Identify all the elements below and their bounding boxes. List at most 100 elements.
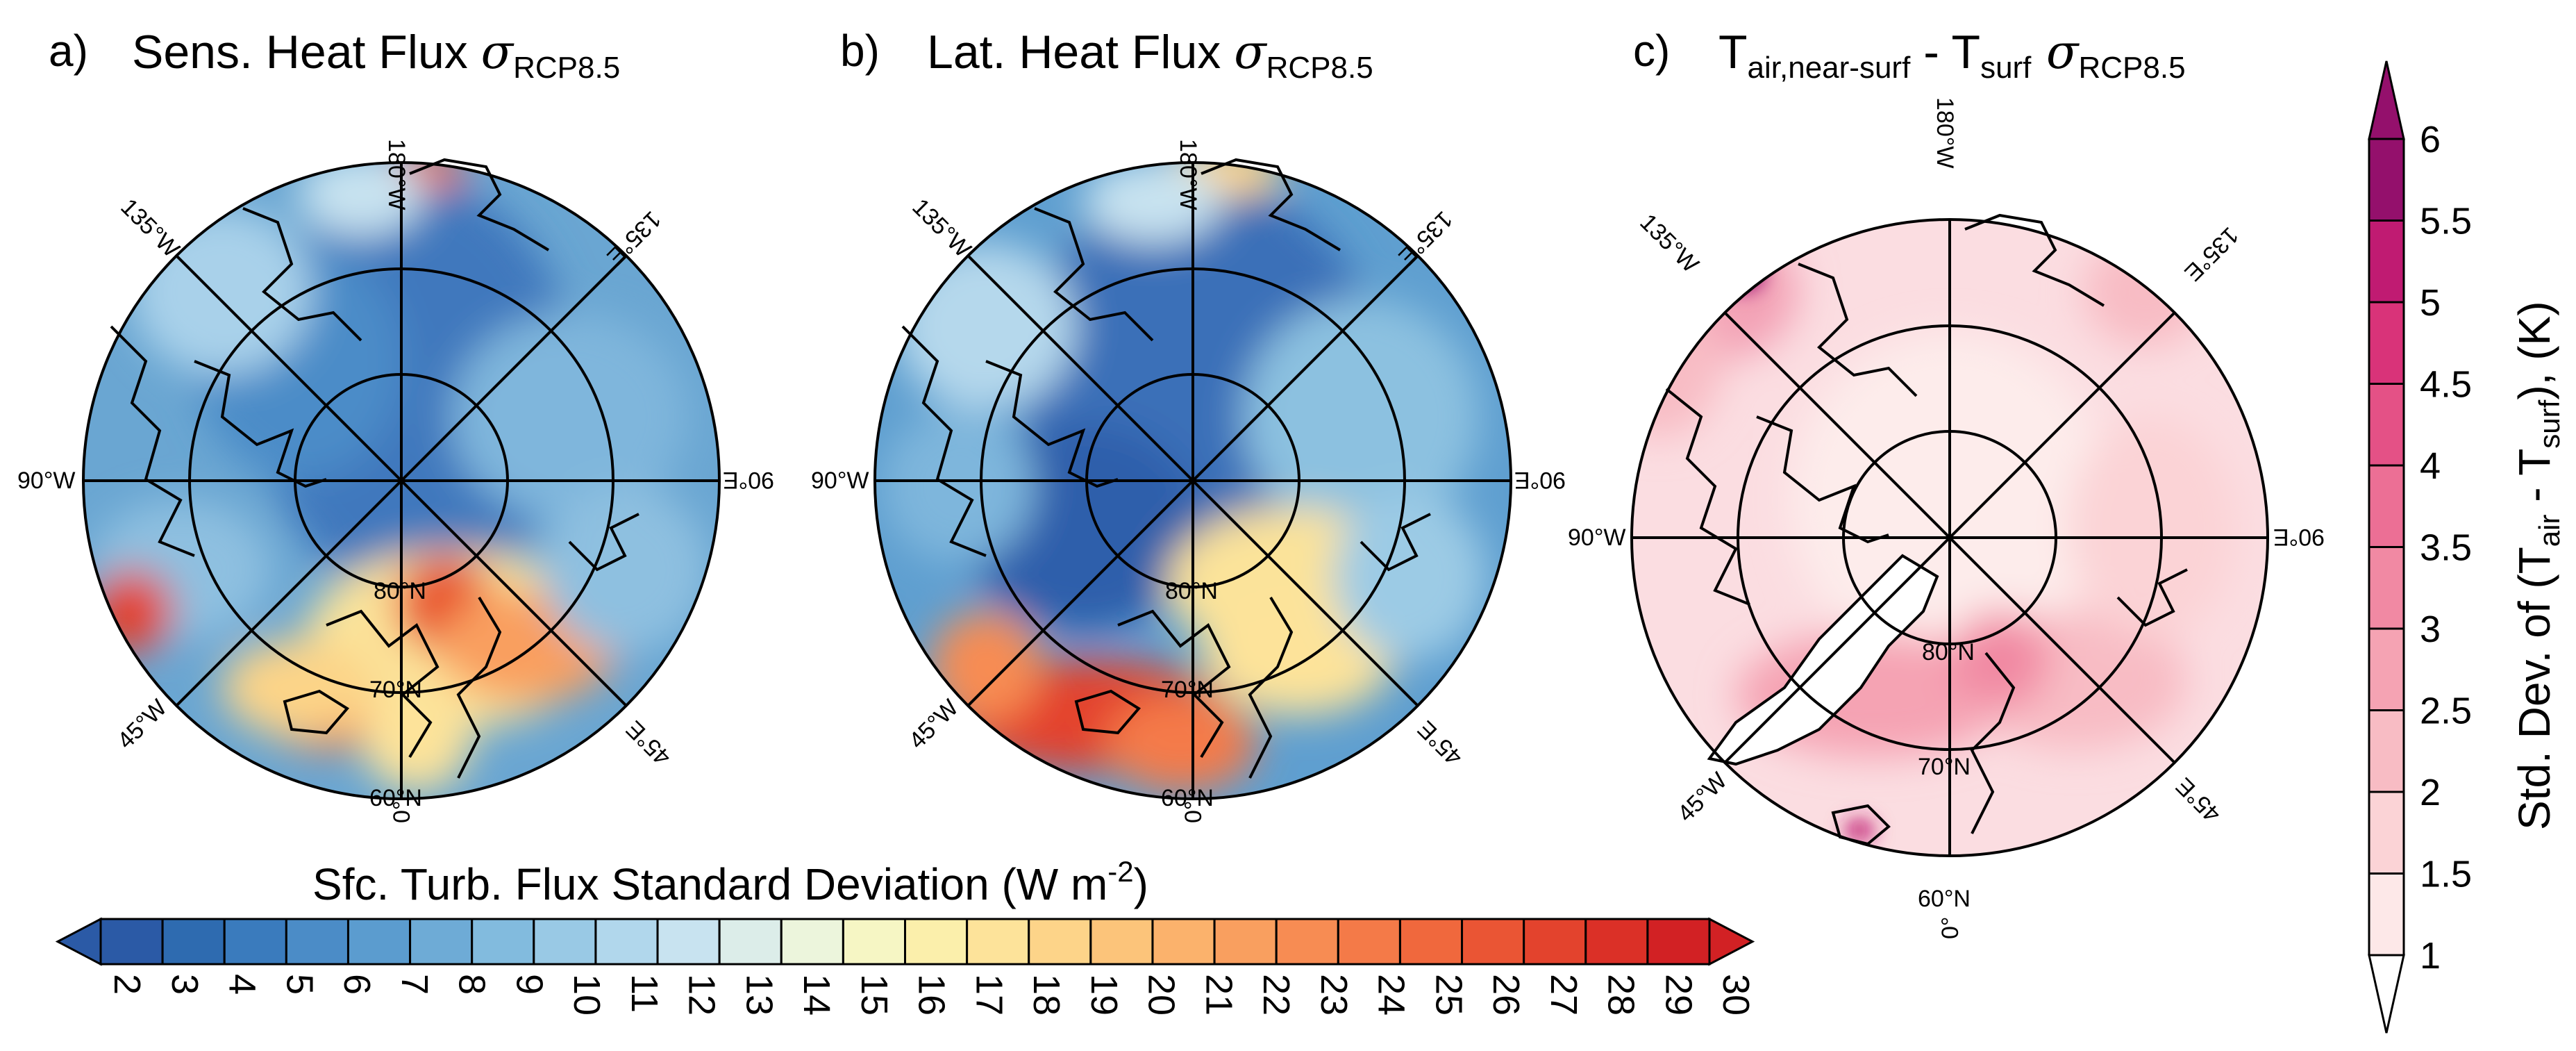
temp-colorbar-tick-label: 4.5: [2420, 364, 2472, 406]
flux-colorbar-box: [161, 918, 226, 966]
flux-colorbar-box: [1523, 918, 1587, 966]
flux-colorbar-tick-label: 27: [1543, 974, 1584, 1016]
temp-colorbar-low-triangle: [2368, 954, 2405, 1034]
panel-a-lat-60-label: 60°N: [369, 785, 422, 811]
panel-b-title: Lat. Heat Flux σRCP8.5: [927, 25, 1373, 85]
panel-a-lon-135w: 135°W: [115, 194, 184, 263]
temp-colorbar-box: [2368, 627, 2405, 711]
flux-colorbar-box: [1275, 918, 1339, 966]
temp-colorbar-box: [2368, 546, 2405, 630]
flux-colorbar-tick-label: 16: [911, 974, 953, 1016]
panel-a: a) Sens. Heat Flux σRCP8.5: [17, 25, 774, 823]
flux-colorbar-tick-label: 5: [278, 974, 320, 995]
panel-b-lon-135w: 135°W: [907, 194, 976, 263]
panel-c-lon-135e: 135°E: [2180, 222, 2244, 286]
flux-colorbar-tick-label: 20: [1141, 974, 1182, 1016]
temp-colorbar-tick-label: 1: [2420, 935, 2441, 977]
flux-colorbar-tick-label: 17: [968, 974, 1010, 1016]
flux-colorbar-box: [1089, 918, 1154, 966]
flux-colorbar-tick-label: 21: [1198, 974, 1239, 1016]
flux-colorbar-tick-label: 6: [336, 974, 378, 995]
flux-colorbar-tick-label: 9: [508, 974, 550, 995]
flux-colorbar-tick-label: 23: [1313, 974, 1355, 1016]
panel-c-lon-0: 0°: [1937, 916, 1964, 939]
flux-colorbar-tick-label: 22: [1255, 974, 1297, 1016]
flux-colorbar-box: [718, 918, 783, 966]
flux-colorbar-box: [966, 918, 1030, 966]
temp-colorbar: 1 1.5 2 2.5 3 3.5 4 4.5 5 5.5 6 Std. Dev. of (Tair…: [2368, 60, 2566, 1034]
flux-colorbar-tick-label: 24: [1371, 974, 1412, 1016]
flux-colorbar-box: [594, 918, 659, 966]
panel-b-lon-45e: 45°E: [1412, 715, 1467, 770]
panel-a-lon-180: 180°W: [383, 139, 410, 210]
flux-colorbar-tick-label: 25: [1428, 974, 1469, 1016]
flux-colorbar-box: [1646, 918, 1711, 966]
panel-b-lon-135e: 135°E: [1394, 206, 1458, 270]
panel-a-lat-80-label: 80°N: [374, 578, 426, 604]
panel-c-coastlines: [1665, 213, 2188, 846]
panel-c-title: Tair,near-surf - Tsurf σRCP8.5: [1718, 25, 2186, 85]
panel-b-lat-80-label: 80°N: [1165, 578, 1218, 604]
flux-colorbar-box: [780, 918, 844, 966]
panel-c-lon-90w: 90°W: [1568, 524, 1626, 551]
temp-colorbar-box: [2368, 791, 2405, 875]
temp-colorbar-boxes: [2368, 60, 2405, 1034]
flux-colorbar: Sfc. Turb. Flux Standard Deviation (W m-…: [55, 855, 1757, 1016]
flux-colorbar-box: [285, 918, 349, 966]
flux-colorbar-tick-label: 15: [853, 974, 895, 1016]
flux-colorbar-high-triangle: [1708, 917, 1755, 966]
panel-b-lon-90w: 90°W: [811, 467, 869, 494]
panel-b-graticule: [873, 161, 1512, 800]
flux-colorbar-box: [1213, 918, 1278, 966]
panel-c-lon-45e: 45°E: [2171, 772, 2225, 827]
temp-colorbar-tick-label: 4: [2420, 445, 2441, 487]
panel-b: b) Lat. Heat Flux σRCP8.5: [811, 25, 1566, 823]
temp-colorbar-box: [2368, 709, 2405, 793]
flux-colorbar-box: [346, 918, 412, 966]
panel-b-lon-180: 180°W: [1175, 139, 1201, 210]
panel-a-coastlines: [110, 158, 639, 779]
temp-colorbar-box: [2368, 220, 2405, 304]
flux-colorbar-tick-label: 11: [624, 974, 665, 1013]
flux-colorbar-tick-label: 30: [1715, 974, 1757, 1016]
flux-colorbar-tick-label: 2: [106, 974, 148, 995]
panel-a-letter: a): [49, 26, 88, 76]
panel-c-lat-80-label: 80°N: [1922, 639, 1975, 665]
flux-colorbar-box: [842, 918, 907, 966]
panel-c-lat-70-label: 70°N: [1918, 754, 1971, 780]
flux-colorbar-tick-label: 29: [1657, 974, 1699, 1016]
flux-colorbar-tick-label: 14: [796, 974, 837, 1016]
flux-colorbar-box: [471, 918, 535, 966]
temp-colorbar-box: [2368, 138, 2405, 222]
panel-c: c) Tair,near-surf - Tsurf σRCP8.5: [1568, 25, 2325, 939]
flux-colorbar-tick-label: 7: [394, 974, 435, 995]
panel-a-title: Sens. Heat Flux σRCP8.5: [132, 25, 620, 85]
panel-a-lon-45w: 45°W: [112, 695, 172, 754]
temp-colorbar-box: [2368, 383, 2405, 467]
temp-colorbar-title: Std. Dev. of (Tair - Tsurf), (K): [2509, 301, 2566, 830]
temp-colorbar-tick-label: 3: [2420, 609, 2441, 650]
temp-colorbar-tick-label: 5.5: [2420, 201, 2472, 242]
panel-b-lon-45w: 45°W: [904, 695, 964, 754]
flux-colorbar-box: [1398, 918, 1464, 966]
panel-b-letter: b): [840, 26, 880, 76]
flux-colorbar-tick-label: 10: [566, 974, 608, 1016]
temp-colorbar-tick-label: 2: [2420, 772, 2441, 813]
flux-colorbar-boxes: [55, 917, 1755, 966]
flux-colorbar-tick-label: 4: [221, 974, 263, 995]
panel-c-lon-135w: 135°W: [1634, 209, 1703, 278]
flux-colorbar-low-triangle: [55, 917, 102, 966]
temp-colorbar-box: [2368, 872, 2405, 957]
flux-colorbar-box: [656, 918, 721, 966]
panel-a-lat-70-label: 70°N: [369, 677, 422, 703]
flux-colorbar-tick-label: 8: [451, 974, 493, 995]
temp-colorbar-tick-label: 5: [2420, 282, 2441, 324]
panel-a-lon-135e: 135°E: [602, 206, 667, 270]
flux-colorbar-ticks: 2 3 4 5 6 7 8 9 10 11 12 13 14 15 16 17 18 19 20 21 22 23 24 25…: [106, 974, 1757, 1016]
flux-colorbar-box: [1028, 918, 1092, 966]
flux-colorbar-tick-label: 28: [1600, 974, 1642, 1016]
flux-colorbar-tick-label: 26: [1485, 974, 1527, 1016]
panel-c-letter: c): [1633, 26, 1670, 76]
panel-b-lon-0: 0°: [1180, 800, 1207, 823]
